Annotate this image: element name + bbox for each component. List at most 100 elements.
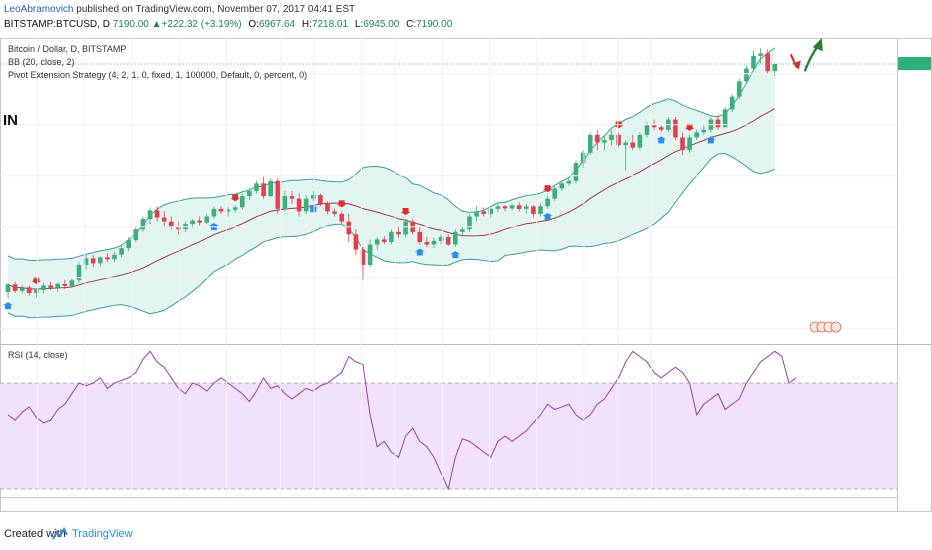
high-label: H: — [301, 19, 312, 30]
candle-body — [176, 226, 181, 230]
candle-body — [55, 283, 60, 288]
candle-body — [488, 208, 494, 214]
price-change: +222.32 (+3.19%) — [161, 19, 242, 30]
candle-body — [12, 284, 18, 291]
long-signal-arrow-icon — [308, 205, 319, 213]
candle-body — [573, 162, 579, 181]
candle-body — [247, 191, 252, 197]
low-value: 6945.00 — [363, 19, 400, 30]
rsi-line — [7, 350, 797, 491]
candle-body — [190, 220, 195, 225]
candle-body — [389, 231, 394, 242]
candle-body — [545, 198, 550, 207]
candle-body — [19, 287, 25, 291]
author-link[interactable]: LeoAbramovich — [4, 4, 74, 15]
legend-symbol: Bitcoin / Dollar, D, BITSTAMP — [8, 44, 126, 54]
candle-body — [133, 229, 139, 240]
candle-body — [62, 283, 68, 286]
candle-body — [758, 53, 763, 56]
candle-body — [460, 229, 465, 232]
event-flag-icon — [830, 321, 842, 333]
candle-body — [424, 242, 430, 245]
candle-body — [218, 208, 224, 212]
candle-body — [197, 220, 202, 223]
ticker-line: BITSTAMP:BTCUSD, D 7190.00 ▲+222.32 (+3.… — [4, 19, 452, 30]
long-signal-arrow-icon — [414, 248, 425, 256]
bb-lower-line — [7, 152, 775, 319]
candle-body — [644, 124, 650, 135]
candle-body — [602, 140, 607, 143]
candle-body — [353, 234, 359, 250]
close-value: 7190.00 — [416, 19, 453, 30]
chart-svg[interactable]: Bitcoin / Dollar, D, BITSTAMP BB (20, cl… — [0, 38, 932, 512]
long-signal-arrow-icon — [705, 136, 716, 144]
chart-header: LeoAbramovich published on TradingView.c… — [0, 0, 932, 36]
tradingview-brand-link[interactable]: TradingView — [72, 528, 133, 540]
candle-body — [744, 68, 749, 82]
candle-body — [481, 211, 486, 214]
candle-body — [339, 213, 344, 222]
candle-body — [225, 209, 231, 212]
candle-body — [552, 188, 557, 199]
candle-body — [332, 211, 337, 214]
candle-body — [360, 249, 366, 265]
candle-body — [211, 208, 217, 217]
candle-body — [254, 183, 259, 191]
candle-body — [495, 206, 501, 209]
candle-body — [311, 195, 316, 199]
legend-strategy[interactable]: Pivot Extension Strategy (4, 2, 1, 0, fi… — [8, 70, 307, 80]
low-label: L: — [354, 19, 364, 30]
created-with-text: Created with — [4, 528, 66, 540]
candle-body — [346, 221, 352, 235]
last-price-tag — [898, 57, 931, 71]
axes-group — [0, 38, 931, 497]
candle-body — [83, 258, 89, 265]
candle-body — [396, 231, 401, 235]
candle-body — [431, 240, 437, 245]
candle-body — [722, 109, 728, 128]
bb-band-fill — [8, 47, 775, 318]
candle-body — [382, 239, 387, 242]
legend-rsi[interactable]: RSI (14, close) — [8, 350, 68, 360]
candle-body — [204, 216, 210, 223]
candle-body — [680, 137, 685, 151]
last-price: 7190.00 — [112, 19, 149, 30]
candle-body — [417, 231, 423, 242]
signals-group — [3, 38, 823, 310]
candle-body — [169, 221, 174, 227]
candle-body — [524, 206, 529, 209]
candle-body — [325, 203, 330, 212]
open-label: O: — [248, 19, 259, 30]
candle-body — [76, 264, 82, 281]
candle-body — [289, 196, 295, 199]
legend-bb[interactable]: BB (20, close, 2) — [8, 57, 75, 67]
candle-body — [658, 127, 664, 130]
candle-body — [580, 152, 586, 163]
candle-body — [623, 142, 628, 146]
forecast-up-arrowhead-icon — [812, 38, 823, 52]
rsi-band-fill — [0, 383, 897, 490]
chart-frame[interactable]: Bitcoin / Dollar, D, BITSTAMP BB (20, cl… — [0, 38, 932, 512]
overlay-group: Bitcoin / Dollar, D, BITSTAMP BB (20, cl… — [3, 44, 307, 360]
candle-body — [119, 248, 124, 255]
candle-body — [27, 287, 32, 293]
short-signal-arrow-icon — [684, 123, 695, 131]
candle-body — [694, 132, 699, 138]
candle-body — [467, 216, 472, 230]
candle-body — [98, 257, 103, 264]
candle-body — [5, 284, 11, 292]
candle-body — [41, 285, 46, 290]
open-value: 6967.64 — [258, 19, 296, 30]
candle-body — [701, 129, 707, 133]
candle-body — [637, 134, 643, 148]
candle-body — [240, 196, 245, 208]
candle-body — [126, 239, 131, 249]
candle-body — [729, 96, 735, 110]
candle-body — [296, 198, 302, 212]
ticker-symbol[interactable]: BITSTAMP:BTCUSD, D — [4, 19, 110, 30]
candle-body — [609, 134, 614, 140]
candle-body — [715, 119, 721, 128]
candle-body — [34, 289, 39, 293]
footer: Created with TradingView — [0, 520, 932, 550]
candle-body — [538, 206, 543, 214]
